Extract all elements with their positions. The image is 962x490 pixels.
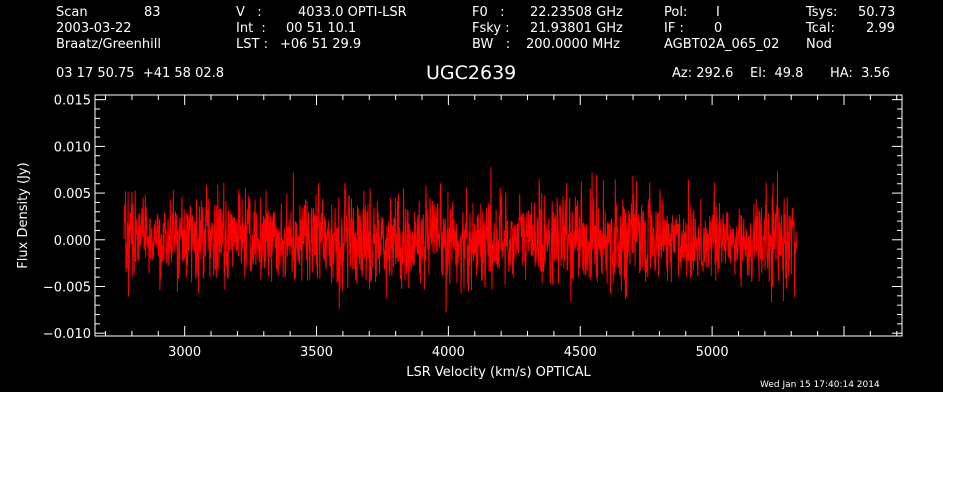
plot-timestamp: Wed Jan 15 17:40:14 2014: [760, 380, 880, 390]
ha-readout: HA: 3.56: [830, 66, 891, 81]
y-tick-label: 0.015: [54, 94, 91, 109]
x-axis-title: LSR Velocity (km/s) OPTICAL: [406, 365, 591, 380]
x-tick-label: 3000: [168, 345, 201, 360]
tsys-value: 50.73: [858, 5, 896, 20]
source-name: UGC2639: [426, 62, 517, 84]
x-tick-label: 5000: [696, 345, 729, 360]
scan-value: 83: [144, 5, 161, 20]
fsky-value: 21.93801 GHz: [530, 21, 623, 36]
f0-label: F0 :: [472, 5, 505, 20]
int-value: 00 51 10.1: [286, 21, 357, 36]
int-label: Int :: [236, 21, 266, 36]
f0-value: 22.23508 GHz: [530, 5, 623, 20]
fsky-label: Fsky :: [472, 21, 510, 36]
y-axis-title: Flux Density (Jy): [16, 162, 31, 268]
scan-label: Scan: [56, 5, 88, 20]
y-tick-label: −0.005: [43, 280, 91, 295]
bw-label: BW :: [472, 37, 511, 52]
plot-window: Scan 83 V : 4033.0 OPTI-LSR F0 : 22.2350…: [0, 0, 943, 392]
project-id: AGBT02A_065_02: [664, 37, 780, 52]
v-label: V :: [236, 5, 262, 20]
x-tick-label: 3500: [300, 345, 333, 360]
obs-mode: Nod: [806, 37, 832, 52]
if-value: 0: [714, 21, 723, 36]
az-readout: Az: 292.6: [672, 66, 734, 81]
tcal-label: Tcal:: [806, 21, 835, 36]
spectrum-chart: 3000 3500 4000 4500 5000 −0.010 −0.005 0.000 0.0…: [16, 94, 903, 380]
source-coords: 03 17 50.75 +41 58 02.8: [56, 66, 225, 81]
el-readout: El: 49.8: [750, 66, 804, 81]
y-tick-label: 0.005: [54, 187, 91, 202]
spectrum-line: [123, 166, 797, 313]
lst-label: LST :: [236, 37, 268, 52]
plot-frame: [94, 94, 903, 337]
observer: Braatz/Greenhill: [56, 37, 161, 52]
if-label: IF :: [664, 21, 684, 36]
tcal-value: 2.99: [866, 21, 895, 36]
tsys-label: Tsys:: [806, 5, 838, 20]
y-tick-label: −0.010: [43, 327, 91, 342]
x-tick-label: 4500: [564, 345, 597, 360]
ticks-layer: 3000 3500 4000 4500 5000 −0.010 −0.005 0.000 0.0…: [43, 94, 902, 360]
pol-label: Pol:: [664, 5, 688, 20]
v-value: 4033.0 OPTI-LSR: [298, 5, 407, 20]
y-tick-label: 0.000: [54, 234, 91, 249]
series-layer: [123, 166, 797, 313]
y-tick-label: 0.010: [54, 140, 91, 155]
pol-value: I: [716, 5, 720, 20]
obs-date: 2003-03-22: [56, 21, 132, 36]
x-tick-label: 4000: [432, 345, 465, 360]
lst-value: +06 51 29.9: [280, 37, 362, 52]
bw-value: 200.0000 MHz: [526, 37, 620, 52]
